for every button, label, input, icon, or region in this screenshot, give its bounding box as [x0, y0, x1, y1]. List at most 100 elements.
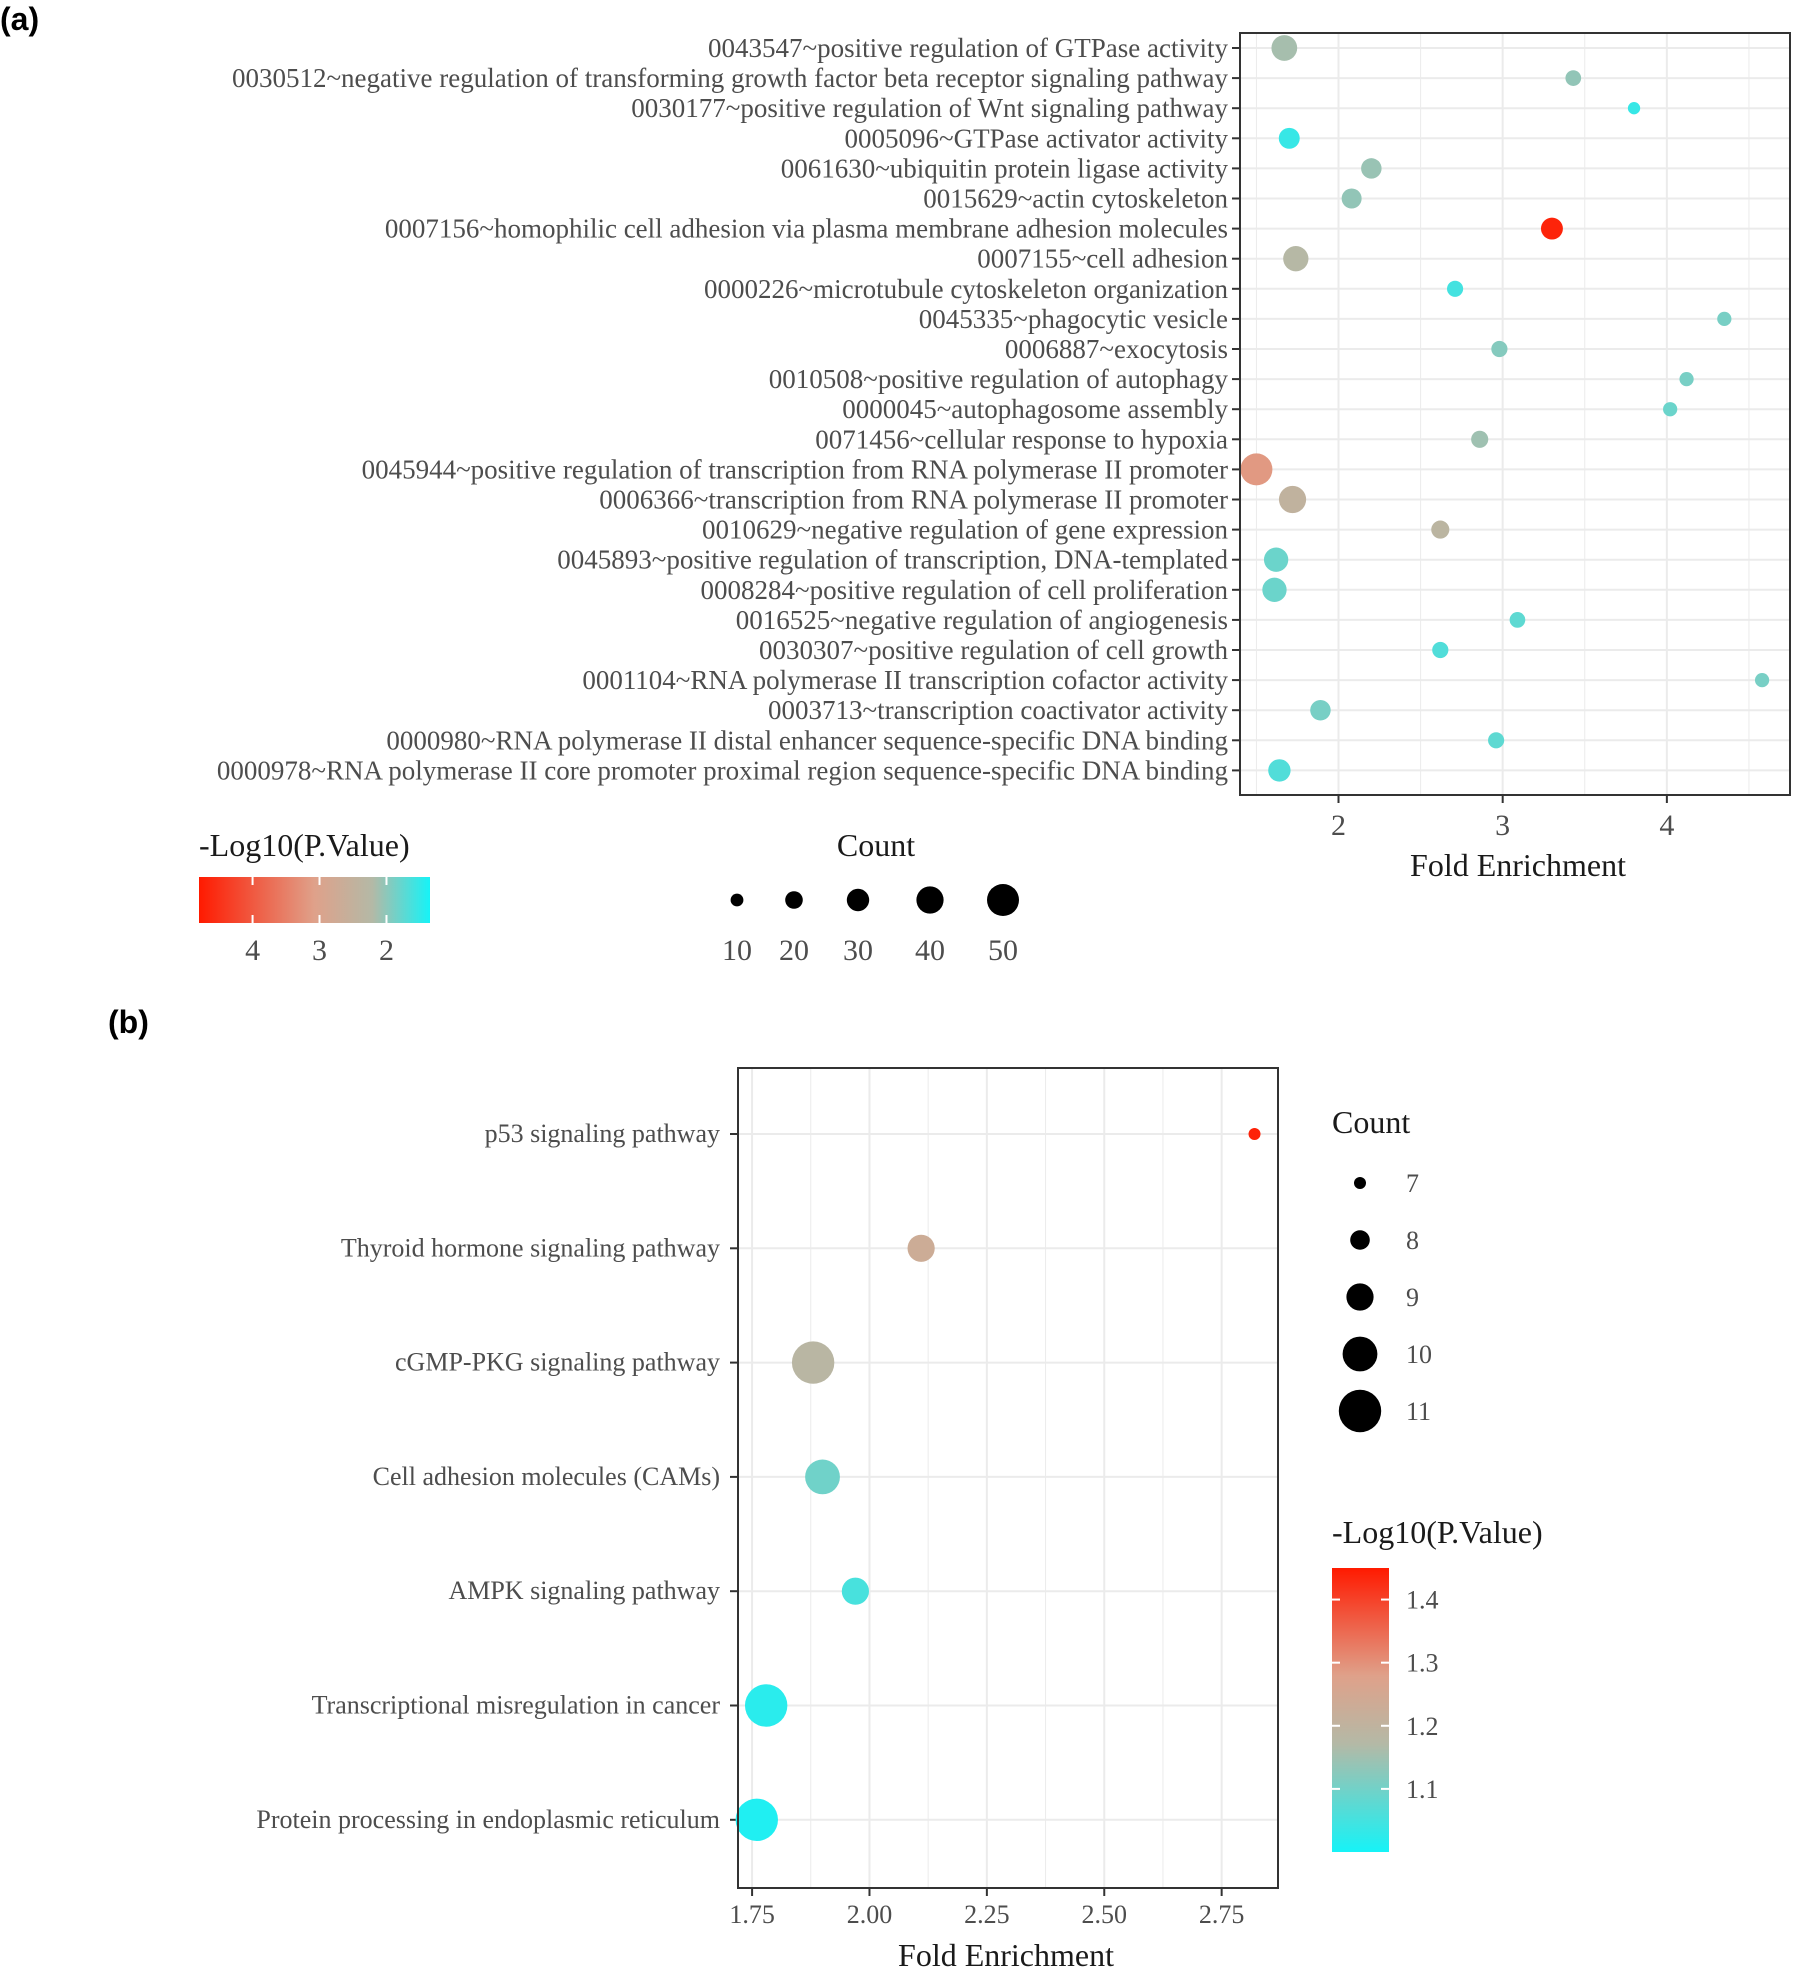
- panel-a-point: [1627, 102, 1641, 115]
- panel-a-point: [1263, 547, 1289, 572]
- panel-a-y-tick-label: 0030307~positive regulation of cell grow…: [759, 635, 1229, 665]
- panel-a-points: [1240, 35, 1770, 782]
- panel-b-size-key-label: 7: [1406, 1169, 1419, 1198]
- panel-a-size-legend: Count 10 20 30 40 50: [722, 827, 1019, 967]
- panel-b-size-keys: 7 8 9 10 11: [1338, 1169, 1432, 1433]
- panel-a-y-tick-label: 0045944~positive regulation of transcrip…: [362, 454, 1228, 484]
- panel-b-color-legend-title: -Log10(P.Value): [1332, 1514, 1543, 1550]
- panel-a-point: [1471, 430, 1489, 448]
- panel-b-color-ticks: 1.4 1.3 1.2 1.1: [1332, 1586, 1439, 1804]
- panel-b: (b) p53 signaling pathway Thyroid hormone…: [108, 1004, 1543, 1969]
- panel-b-color-tick-label: 1.2: [1406, 1712, 1439, 1741]
- panel-a-point: [1565, 70, 1582, 86]
- panel-a-y-tick-label: 0007156~homophilic cell adhesion via pla…: [385, 214, 1228, 244]
- panel-b-points: [735, 1128, 1261, 1842]
- panel-a-size-key-label: 40: [915, 934, 945, 967]
- panel-a-y-tick-label: 0007155~cell adhesion: [977, 244, 1228, 274]
- panel-a-y-tick-label: 0016525~negative regulation of angiogene…: [736, 605, 1228, 635]
- panel-a-gridlines: [1240, 33, 1790, 795]
- panel-a-color-tick-label: 3: [312, 934, 327, 967]
- panel-b-y-tick-label: Transcriptional misregulation in cancer: [312, 1691, 721, 1720]
- panel-a-color-legend-title: -Log10(P.Value): [199, 827, 410, 863]
- panel-a-point: [1717, 311, 1732, 327]
- panel-b-point: [805, 1459, 840, 1495]
- panel-b-y-tick-label: Cell adhesion molecules (CAMs): [373, 1462, 720, 1491]
- panel-a-color-tick-label: 2: [379, 934, 394, 967]
- panel-b-x-tick-label: 2.00: [847, 1900, 893, 1929]
- panel-b-size-key-dot: [1354, 1177, 1366, 1189]
- panel-b-point: [841, 1577, 869, 1605]
- panel-b-size-key-label: 11: [1406, 1397, 1431, 1426]
- panel-a-size-key-label: 10: [722, 934, 752, 967]
- panel-b-size-key-dot: [1342, 1336, 1378, 1372]
- panel-a-point: [1268, 759, 1291, 782]
- panel-a-y-tick-label: 0000226~microtubule cytoskeleton organiz…: [704, 274, 1228, 304]
- panel-b-size-legend: Count 7 8 9 10 11: [1332, 1104, 1432, 1433]
- panel-a-y-tick-label: 0006887~exocytosis: [1005, 334, 1228, 364]
- panel-a-size-key-dot: [730, 893, 744, 907]
- panel-a-y-tick-label: 0000978~RNA polymerase II core promoter …: [217, 755, 1228, 785]
- panel-a-color-tick-label: 4: [245, 934, 260, 967]
- panel-b-x-tick-label: 2.75: [1199, 1900, 1245, 1929]
- panel-b-y-tick-label: AMPK signaling pathway: [448, 1576, 720, 1605]
- panel-b-size-key-dot: [1346, 1283, 1374, 1311]
- panel-b-x-tick-label: 2.50: [1082, 1900, 1128, 1929]
- panel-b-point: [735, 1798, 778, 1842]
- panel-a-point: [1488, 732, 1505, 749]
- panel-a-size-key-label: 30: [843, 934, 873, 967]
- panel-a-point: [1240, 453, 1273, 486]
- panel-a-size-key-dot: [785, 891, 803, 909]
- panel-b-y-tick-label: Protein processing in endoplasmic reticu…: [256, 1805, 720, 1834]
- panel-a-size-key-label: 20: [779, 934, 809, 967]
- panel-b-y-tick-label: cGMP-PKG signaling pathway: [395, 1348, 720, 1377]
- panel-a-y-tick-label: 0043547~positive regulation of GTPase ac…: [708, 33, 1229, 63]
- panel-b-color-tick-label: 1.4: [1406, 1586, 1439, 1615]
- panel-a-point: [1491, 340, 1508, 358]
- panel-a-point: [1540, 217, 1563, 240]
- panel-a-y-tick-label: 0015629~actin cytoskeleton: [923, 184, 1228, 214]
- panel-b-size-key-label: 10: [1406, 1340, 1432, 1369]
- panel-b-size-key-dot: [1350, 1230, 1370, 1250]
- panel-a-x-tick-label: 3: [1495, 809, 1510, 842]
- panel-a-y-tick-label: 0000980~RNA polymerase II distal enhance…: [386, 725, 1228, 755]
- panel-b-point: [1248, 1128, 1261, 1140]
- panel-a-y-tick-label: 0006366~transcription from RNA polymeras…: [599, 485, 1228, 515]
- panel-a-x-axis: 2 3 4: [1331, 795, 1674, 842]
- panel-a-point: [1679, 371, 1694, 387]
- panel-b-size-key-dot: [1338, 1389, 1382, 1433]
- panel-b-color-legend: -Log10(P.Value) 1.4 1.3 1.2 1.1: [1332, 1514, 1543, 1852]
- panel-a-color-legend: -Log10(P.Value) 4 3 2: [199, 827, 430, 967]
- panel-b-color-tick-label: 1.1: [1406, 1775, 1439, 1804]
- panel-a-size-key-dot: [846, 888, 870, 912]
- panel-a-size-keys: 10 20 30 40 50: [722, 884, 1019, 967]
- panel-a-point: [1278, 485, 1307, 514]
- panel-a-size-legend-title: Count: [837, 827, 915, 863]
- panel-b-y-tick-label: Thyroid hormone signaling pathway: [341, 1233, 720, 1262]
- panel-a-x-title: Fold Enrichment: [1410, 847, 1626, 883]
- panel-a: (a) 0043547~positive regulation of GTPas…: [0, 1, 1791, 967]
- panel-a-point: [1283, 246, 1309, 272]
- panel-a-y-tick-label: 0001104~RNA polymerase II transcription …: [582, 665, 1228, 695]
- panel-b-label: (b): [108, 1004, 149, 1040]
- panel-a-y-tick-label: 0010629~negative regulation of gene expr…: [702, 515, 1228, 545]
- panel-a-y-tick-label: 0030512~negative regulation of transform…: [232, 63, 1229, 93]
- panel-b-size-key-label: 8: [1406, 1226, 1419, 1255]
- panel-b-gridlines: [738, 1068, 1278, 1888]
- panel-b-x-tick-label: 1.75: [729, 1900, 775, 1929]
- panel-b-y-tick-label: p53 signaling pathway: [485, 1119, 720, 1148]
- panel-a-point: [1663, 402, 1678, 417]
- panel-b-point: [791, 1341, 835, 1384]
- panel-b-x-title: Fold Enrichment: [898, 1937, 1114, 1969]
- panel-a-y-tick-label: 0030177~positive regulation of Wnt signa…: [631, 93, 1228, 123]
- panel-a-y-tick-label: 0045335~phagocytic vesicle: [919, 304, 1228, 334]
- panel-a-y-tick-label: 0010508~positive regulation of autophagy: [769, 364, 1229, 394]
- panel-a-point: [1262, 577, 1287, 602]
- panel-a-point: [1271, 35, 1298, 61]
- panel-b-point: [907, 1234, 935, 1262]
- panel-b-x-axis: 1.75 2.00 2.25 2.50 2.75: [729, 1888, 1244, 1929]
- panel-a-point: [1361, 158, 1382, 179]
- panel-a-point: [1432, 641, 1449, 659]
- panel-b-size-key-label: 9: [1406, 1283, 1419, 1312]
- panel-a-x-tick-label: 2: [1331, 809, 1346, 842]
